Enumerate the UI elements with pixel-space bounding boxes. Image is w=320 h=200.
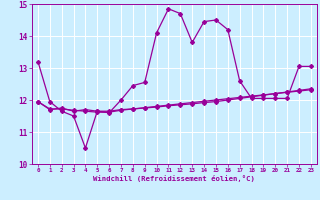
X-axis label: Windchill (Refroidissement éolien,°C): Windchill (Refroidissement éolien,°C)	[93, 175, 255, 182]
